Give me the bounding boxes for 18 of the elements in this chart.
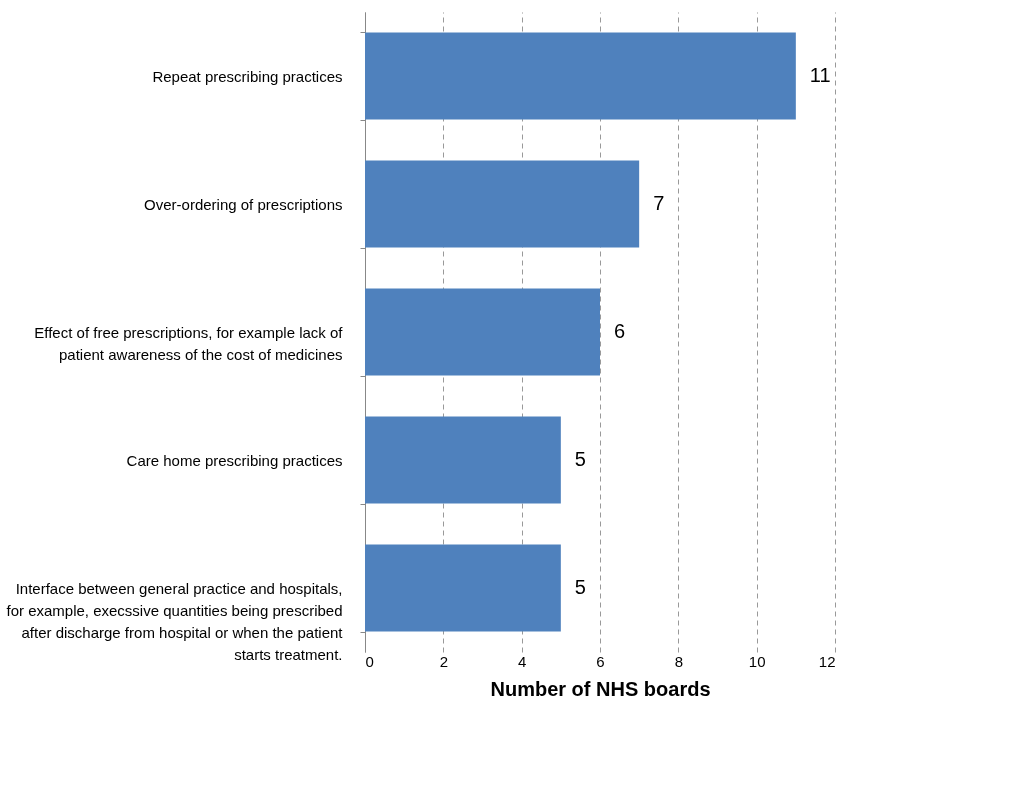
data-label: 11 <box>809 64 831 86</box>
x-tick-label: 4 <box>517 652 527 670</box>
y-tick-label: Repeat prescribing practices <box>152 67 343 85</box>
x-tick-label: 8 <box>674 652 684 670</box>
data-label: 5 <box>574 448 586 470</box>
y-tick-label: Care home prescribing practices <box>126 451 343 469</box>
x-tick-label: 6 <box>596 652 605 670</box>
data-label: 6 <box>614 320 626 342</box>
data-label: 7 <box>653 192 665 214</box>
y-tick-label: Over-ordering of prescriptions <box>144 195 343 213</box>
x-tick-label: 12 <box>818 652 836 670</box>
data-label: 5 <box>574 576 586 598</box>
x-axis-title: Number of NHS boards <box>490 677 711 700</box>
x-tick-label: 0 <box>365 652 374 670</box>
y-tick-label: Effect of free prescriptions, for example lack of patient awareness of the cost of medicines <box>34 323 344 363</box>
y-tick-label: Interface between general practice and hospitals, for example, execssive quantities being prescribed after discharge from hospital or when the patient starts treatment. <box>6 579 344 663</box>
x-tick-label: 10 <box>748 652 766 670</box>
x-tick-label: 2 <box>439 652 449 670</box>
